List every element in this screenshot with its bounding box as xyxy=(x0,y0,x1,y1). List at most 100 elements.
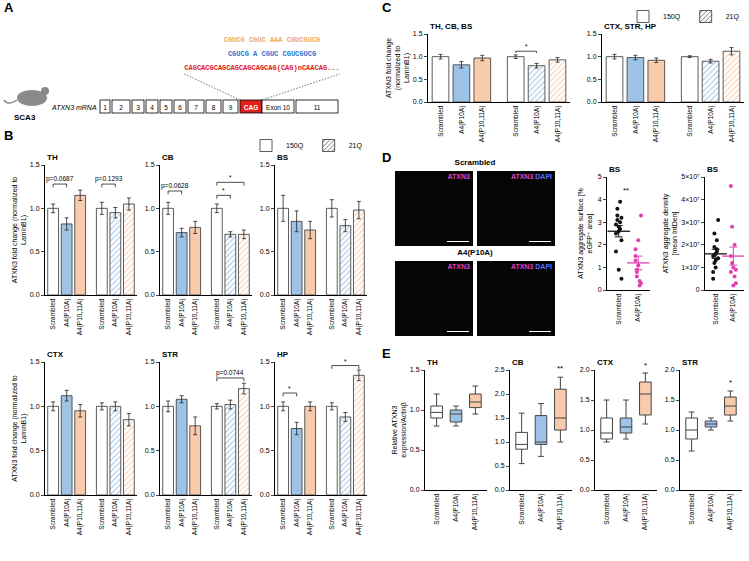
svg-text:150Q: 150Q xyxy=(663,13,681,21)
svg-text:A4(P10A): A4(P10A) xyxy=(452,494,460,522)
svg-text:A4(P10A): A4(P10A) xyxy=(226,299,234,327)
svg-text:A4(P10,11A): A4(P10,11A) xyxy=(240,499,248,536)
svg-text:0.0: 0.0 xyxy=(30,291,40,298)
svg-text:0: 0 xyxy=(696,286,700,293)
svg-text:1.0: 1.0 xyxy=(30,403,40,410)
svg-text:0.5: 0.5 xyxy=(145,447,155,454)
svg-text:1.0: 1.0 xyxy=(665,426,675,433)
svg-text:A4(P10,11A): A4(P10,11A) xyxy=(191,299,199,336)
svg-text:SCA3: SCA3 xyxy=(14,113,36,122)
svg-text:CTX, STR, HP: CTX, STR, HP xyxy=(604,22,657,31)
svg-text:A4(P10,11A): A4(P10,11A) xyxy=(355,499,363,536)
svg-text:1.0: 1.0 xyxy=(30,205,40,212)
svg-text:0.5: 0.5 xyxy=(30,447,40,454)
svg-text:Scrambled: Scrambled xyxy=(164,498,171,529)
svg-text:p=0.0744: p=0.0744 xyxy=(216,369,244,377)
svg-text:A4(P10,11A): A4(P10,11A) xyxy=(728,106,736,143)
svg-text:1.5: 1.5 xyxy=(145,161,155,168)
svg-text:0.0: 0.0 xyxy=(260,291,270,298)
svg-text:ATXN3 fold change(normalized t: ATXN3 fold change(normalized toLaminB1) xyxy=(385,38,411,98)
svg-text:3: 3 xyxy=(598,219,602,226)
svg-text:1.5: 1.5 xyxy=(260,358,270,365)
svg-text:p=0.1293: p=0.1293 xyxy=(95,175,123,183)
svg-text:150Q: 150Q xyxy=(286,142,304,150)
svg-text:ATXN3 aggregate density[mean I: ATXN3 aggregate density[mean IntDen] xyxy=(662,193,679,273)
svg-text:Scrambled: Scrambled xyxy=(603,493,610,524)
svg-text:A4(P10A): A4(P10A) xyxy=(632,106,640,134)
svg-text:*: * xyxy=(229,174,232,181)
svg-text:A4(P10A): A4(P10A) xyxy=(533,106,541,134)
svg-text:1.5: 1.5 xyxy=(413,30,423,37)
svg-text:A4(P10,11A): A4(P10,11A) xyxy=(554,106,562,143)
svg-text:CAG: CAG xyxy=(244,104,258,111)
svg-text:ATXN3 mRNA: ATXN3 mRNA xyxy=(51,104,97,111)
svg-text:A4(P10A): A4(P10A) xyxy=(111,499,119,527)
svg-text:0.0: 0.0 xyxy=(410,486,420,493)
svg-text:A4(P10,11A): A4(P10,11A) xyxy=(240,299,248,336)
svg-text:1.5: 1.5 xyxy=(587,30,597,37)
svg-text:0.5: 0.5 xyxy=(30,248,40,255)
svg-text:0.0: 0.0 xyxy=(260,491,270,498)
svg-text:A4(P10A): A4(P10A) xyxy=(707,494,715,522)
svg-text:CB: CB xyxy=(162,153,174,162)
svg-text:A4(P10,11A): A4(P10,11A) xyxy=(191,499,199,536)
svg-text:A4(P10A): A4(P10A) xyxy=(458,106,466,134)
svg-text:1.0: 1.0 xyxy=(260,205,270,212)
svg-text:1.0: 1.0 xyxy=(413,53,423,60)
svg-text:A4(P10A): A4(P10A) xyxy=(293,499,301,527)
svg-text:BS: BS xyxy=(707,165,719,174)
svg-text:1.5: 1.5 xyxy=(665,396,675,403)
svg-text:STR: STR xyxy=(682,358,698,367)
svg-text:*: * xyxy=(344,358,347,365)
svg-text:A4(P10,11A): A4(P10,11A) xyxy=(76,499,84,536)
svg-text:TH, CB, BS: TH, CB, BS xyxy=(430,22,473,31)
svg-text:CTX: CTX xyxy=(597,358,614,367)
svg-text:**: ** xyxy=(623,186,629,195)
svg-text:1.0: 1.0 xyxy=(260,403,270,410)
svg-text:2: 2 xyxy=(119,104,123,111)
svg-text:1.0: 1.0 xyxy=(580,426,590,433)
svg-text:Scrambled: Scrambled xyxy=(433,493,440,524)
svg-text:A4(P10A): A4(P10A) xyxy=(634,294,642,322)
svg-text:7: 7 xyxy=(194,104,198,111)
svg-text:2×10⁷: 2×10⁷ xyxy=(681,241,700,248)
svg-text:0.0: 0.0 xyxy=(495,486,505,493)
svg-text:A4(P10A): A4(P10A) xyxy=(341,499,349,527)
svg-text:0.5: 0.5 xyxy=(495,462,505,469)
svg-text:*: * xyxy=(525,43,528,50)
svg-text:A4(P10A): A4(P10A) xyxy=(178,299,186,327)
svg-text:0.5: 0.5 xyxy=(665,456,675,463)
svg-text:0.5: 0.5 xyxy=(587,76,597,83)
svg-text:0.0: 0.0 xyxy=(665,486,675,493)
svg-text:TH: TH xyxy=(427,358,438,367)
svg-text:A4(P10A): A4(P10A) xyxy=(226,499,234,527)
svg-text:0.0: 0.0 xyxy=(587,98,597,105)
svg-text:0.5: 0.5 xyxy=(145,248,155,255)
svg-text:A4(P10A): A4(P10A) xyxy=(293,299,301,327)
svg-text:Scrambled: Scrambled xyxy=(512,105,519,136)
svg-text:4: 4 xyxy=(150,104,154,111)
svg-text:Exon 10: Exon 10 xyxy=(266,104,290,111)
svg-text:1.5: 1.5 xyxy=(145,358,155,365)
svg-text:2.0: 2.0 xyxy=(495,390,505,397)
svg-text:Scrambled: Scrambled xyxy=(279,298,286,329)
svg-text:ATXN3 fold change (normalized: ATXN3 fold change (normalized toLaminB1) xyxy=(11,177,28,284)
svg-text:Scrambled: Scrambled xyxy=(98,298,105,329)
svg-text:Scrambled: Scrambled xyxy=(615,293,622,324)
svg-text:Scrambled: Scrambled xyxy=(164,298,171,329)
svg-text:1.5: 1.5 xyxy=(410,366,420,373)
svg-text:5: 5 xyxy=(164,104,168,111)
svg-text:A4(P10,11A): A4(P10,11A) xyxy=(125,299,133,336)
svg-text:Scrambled: Scrambled xyxy=(49,298,56,329)
svg-text:1.5: 1.5 xyxy=(495,414,505,421)
svg-text:CGUCG CGUC AAA CGUCGUCG: CGUCG CGUC AAA CGUCGUCG xyxy=(224,36,321,44)
svg-text:A4(P10A): A4(P10A) xyxy=(63,499,71,527)
svg-text:1: 1 xyxy=(103,104,107,111)
svg-text:A4(P10,11A): A4(P10,11A) xyxy=(125,499,133,536)
svg-text:8: 8 xyxy=(212,104,216,111)
svg-text:Scrambled: Scrambled xyxy=(518,493,525,524)
svg-text:5×10⁷: 5×10⁷ xyxy=(681,173,700,180)
svg-text:3×10⁷: 3×10⁷ xyxy=(681,219,700,226)
svg-text:A4(P10,11A): A4(P10,11A) xyxy=(306,299,314,336)
svg-text:A4(P10A): A4(P10A) xyxy=(729,294,737,322)
